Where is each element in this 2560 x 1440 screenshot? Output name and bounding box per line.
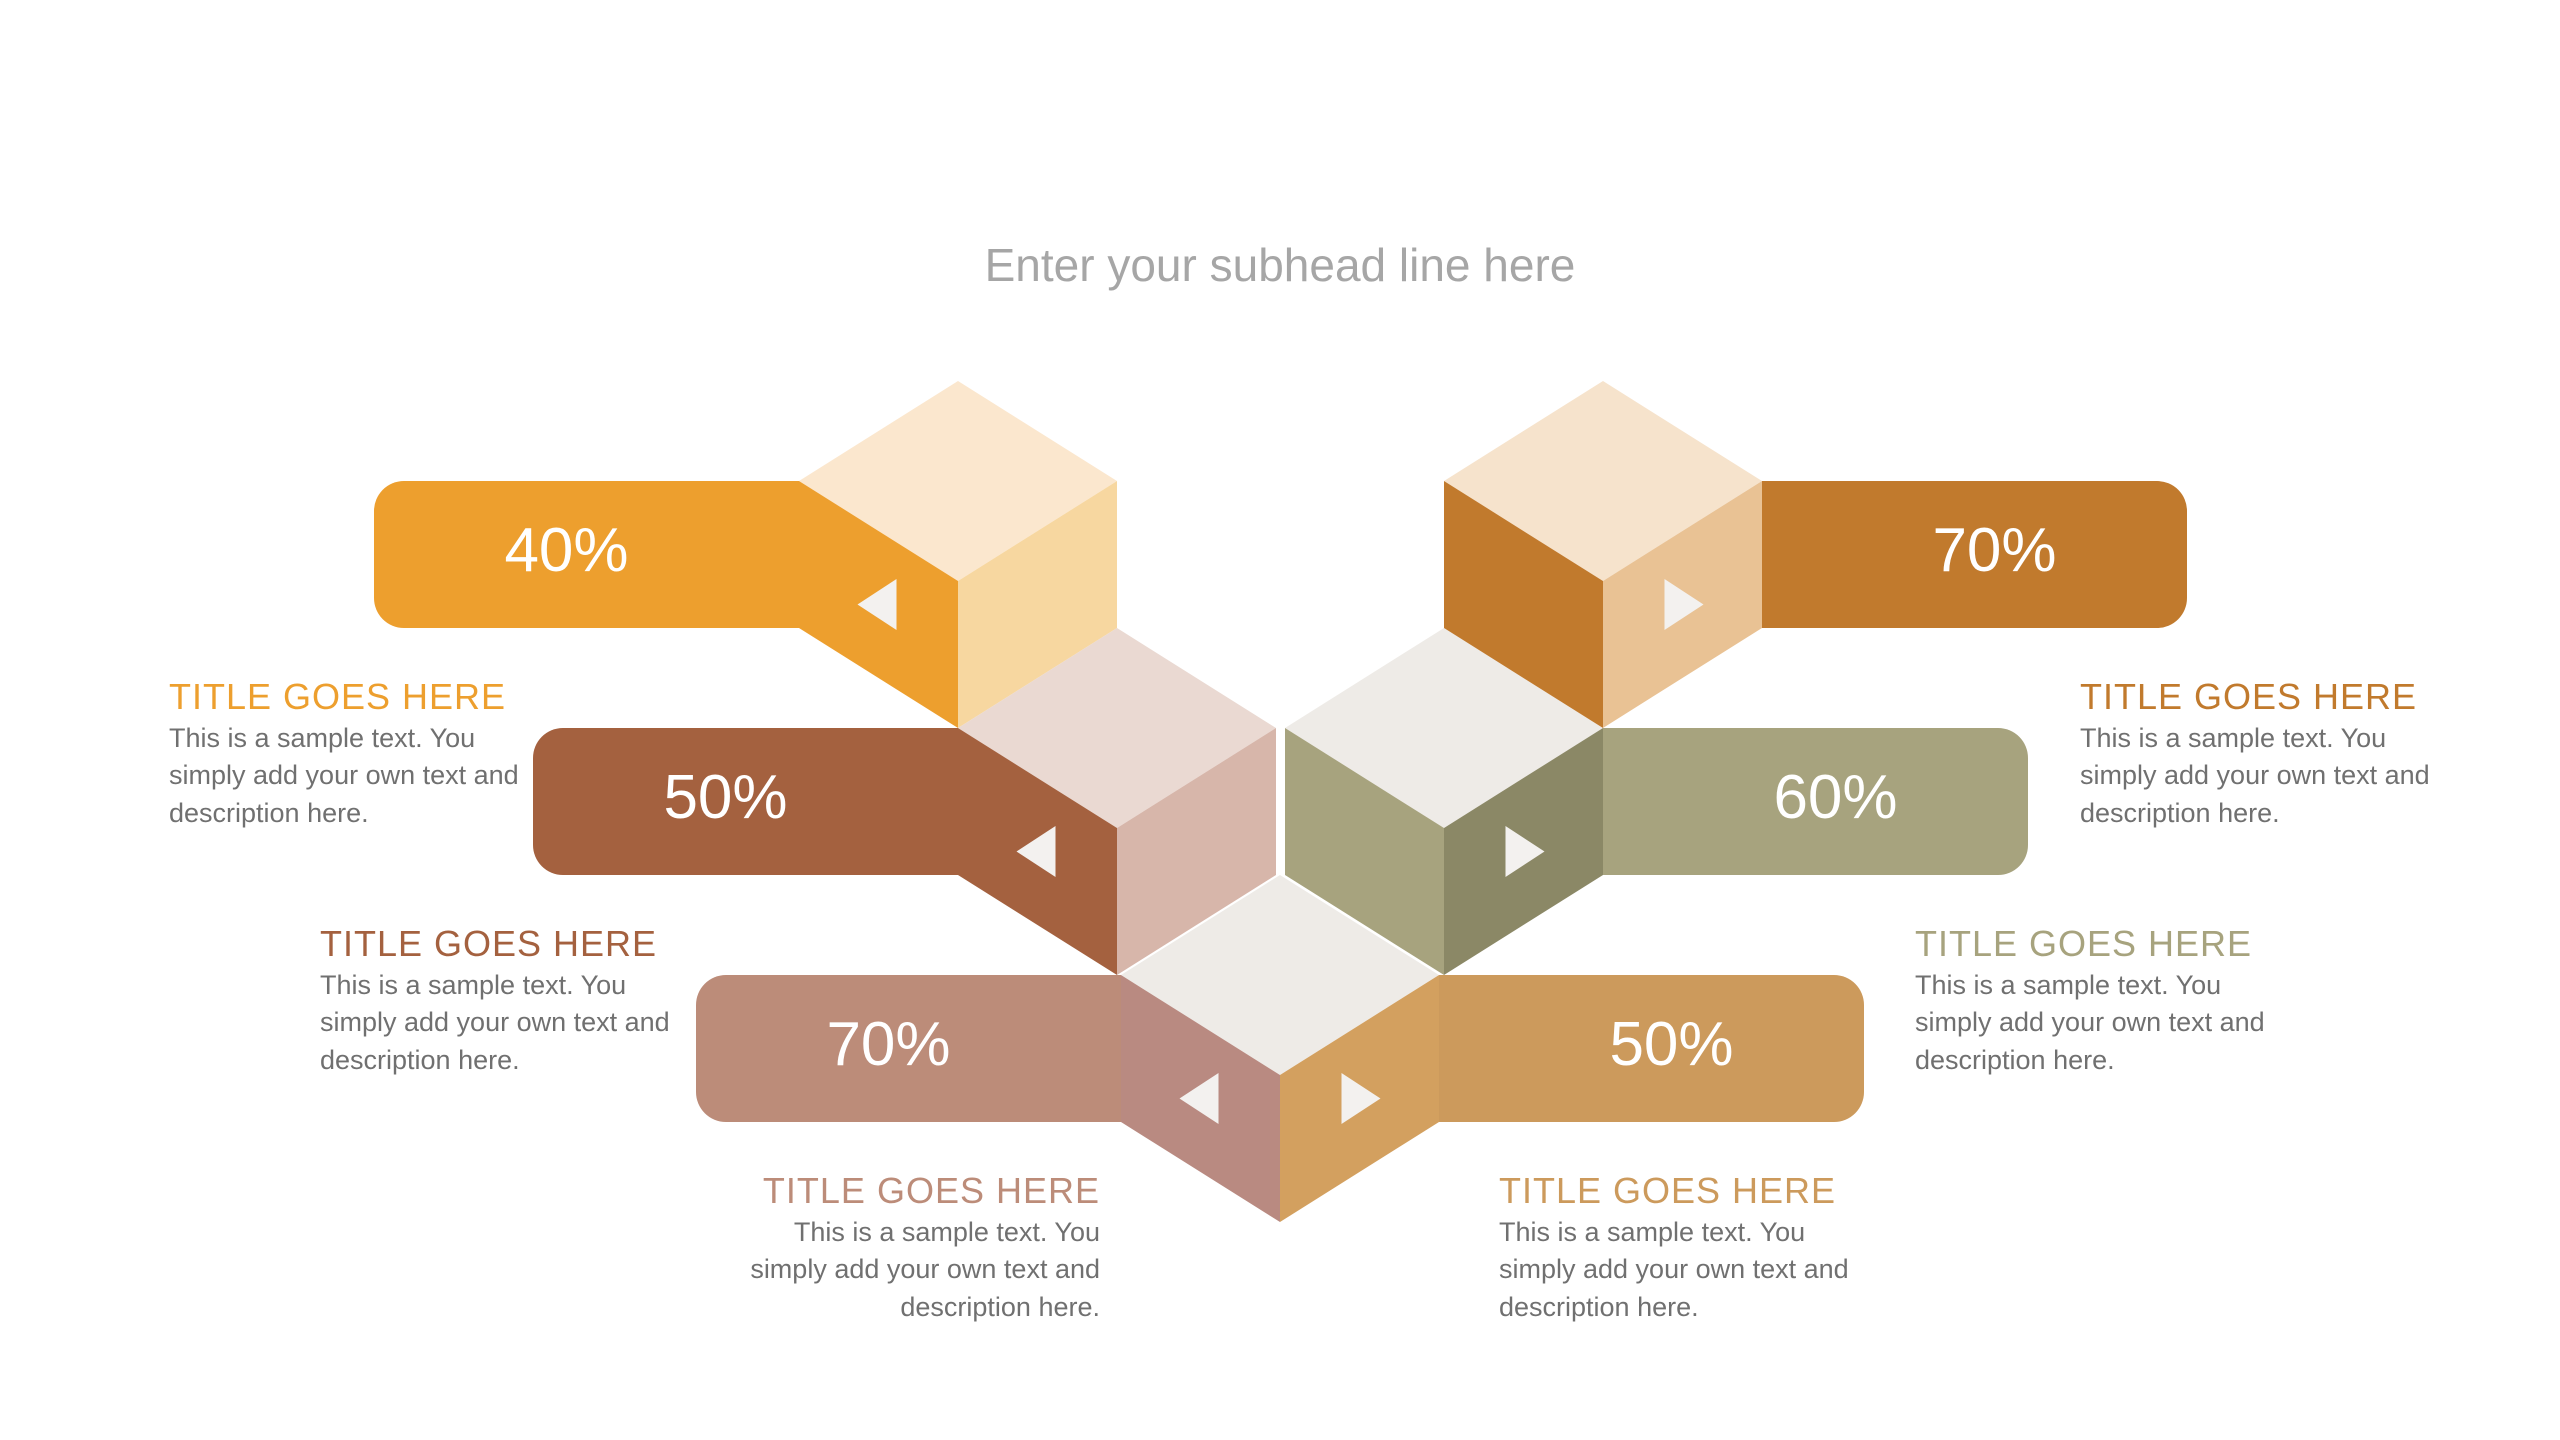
- svg-text:60%: 60%: [1773, 763, 1897, 832]
- svg-text:70%: 70%: [826, 1010, 950, 1079]
- svg-text:50%: 50%: [663, 763, 787, 832]
- svg-text:40%: 40%: [504, 516, 628, 585]
- svg-text:70%: 70%: [1932, 516, 2056, 585]
- svg-text:50%: 50%: [1609, 1010, 1733, 1079]
